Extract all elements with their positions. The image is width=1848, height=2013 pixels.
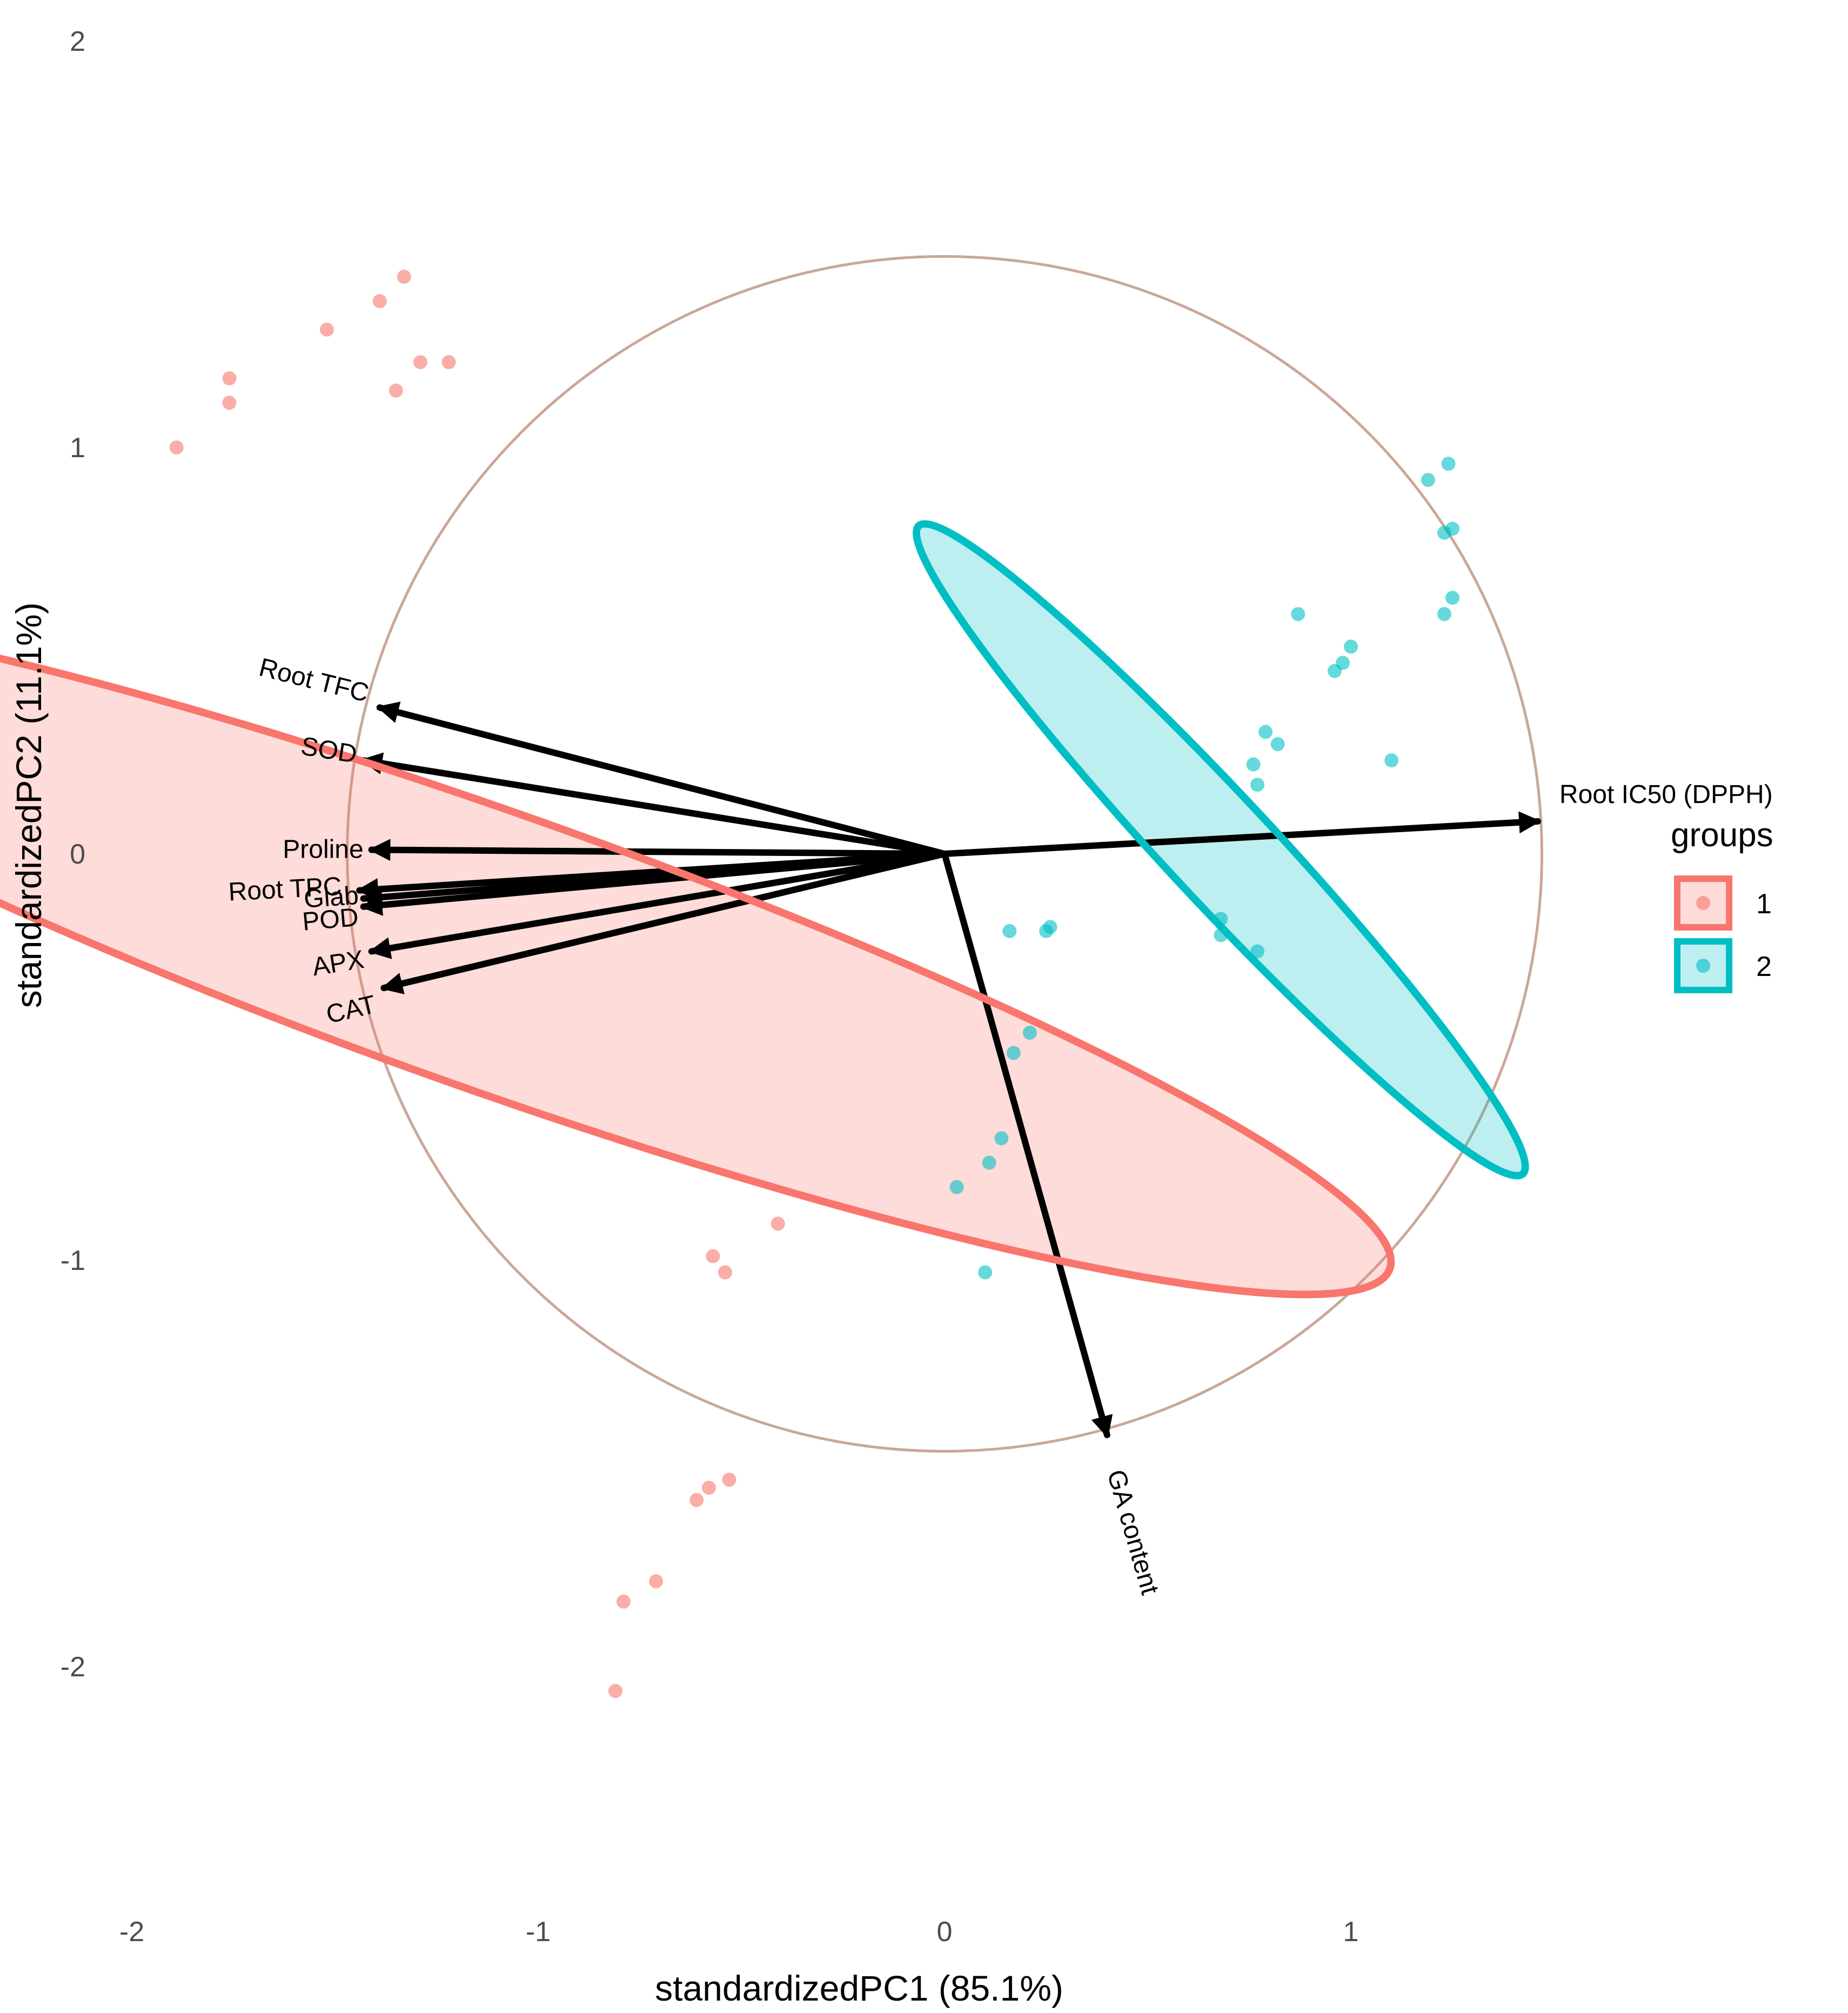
loading-arrow-sod <box>360 752 948 857</box>
legend-key-point-2 <box>1696 959 1710 973</box>
legend: groups 12 <box>1671 817 1773 993</box>
legend-label-2: 2 <box>1756 951 1772 982</box>
point-group-1 <box>706 1249 720 1263</box>
x-tick-label: -2 <box>119 1916 144 1948</box>
point-group-1 <box>397 270 411 284</box>
point-group-2 <box>1002 924 1017 938</box>
point-group-2 <box>1250 944 1265 959</box>
x-tick-label: -1 <box>526 1916 551 1948</box>
point-group-1 <box>608 1684 622 1698</box>
point-group-2 <box>1043 920 1057 934</box>
data-points <box>169 270 1459 1698</box>
point-group-2 <box>949 1180 964 1194</box>
ellipse-fill-group-1 <box>0 608 1391 1295</box>
variable-label-glab: Glab <box>303 881 360 914</box>
point-group-2 <box>1445 591 1459 605</box>
point-group-2 <box>1006 1046 1021 1060</box>
point-group-2 <box>1327 664 1342 678</box>
point-group-1 <box>689 1493 704 1507</box>
point-group-1 <box>616 1594 631 1609</box>
point-group-1 <box>389 383 403 398</box>
point-group-1 <box>319 322 334 337</box>
y-tick-label: -2 <box>61 1651 85 1683</box>
point-group-2 <box>1291 607 1305 621</box>
point-group-2 <box>1437 607 1451 621</box>
correlation-circle <box>346 255 1543 1453</box>
y-axis-ticks: -2 -1 0 1 2 <box>61 26 85 1683</box>
point-group-1 <box>722 1473 736 1487</box>
x-axis-title: standardizedPC1 (85.1%) <box>655 1968 1063 2008</box>
point-group-2 <box>994 1131 1009 1146</box>
point-group-1 <box>413 355 427 370</box>
point-group-2 <box>1022 1025 1037 1040</box>
loading-arrow-apx <box>368 851 948 959</box>
point-group-1 <box>771 1216 785 1231</box>
y-tick-label: 2 <box>70 26 85 57</box>
variable-label-pod: POD <box>301 903 359 937</box>
variable-label-ga-content: GA content <box>1101 1467 1164 1598</box>
point-group-2 <box>1437 525 1451 540</box>
y-tick-label: -1 <box>61 1245 85 1276</box>
variable-label-root-tfc: Root TFC <box>256 653 372 708</box>
variable-label-root-ic50-dpph: Root IC50 (DPPH) <box>1559 780 1773 809</box>
point-group-1 <box>441 355 456 370</box>
point-group-2 <box>1421 473 1435 487</box>
point-group-2 <box>1441 457 1456 471</box>
legend-item-1: 1 <box>1674 875 1772 931</box>
variable-label-proline: Proline <box>283 835 363 864</box>
x-tick-label: 1 <box>1343 1916 1359 1948</box>
x-tick-label: 0 <box>937 1916 953 1948</box>
ellipse-fill-group-2 <box>916 524 1525 1176</box>
legend-item-2: 2 <box>1674 938 1772 993</box>
point-group-2 <box>1246 757 1261 772</box>
loading-arrows <box>356 701 1542 1439</box>
loading-arrow-root-ic50-dpph <box>941 811 1542 857</box>
correlation-circle-layer <box>346 255 1543 1453</box>
legend-key-point-1 <box>1696 896 1710 910</box>
point-group-1 <box>222 371 237 386</box>
point-group-1 <box>372 294 387 309</box>
point-group-2 <box>1270 737 1285 751</box>
loading-arrow-cat <box>380 851 948 994</box>
ellipse-outlines <box>0 520 1529 1299</box>
point-group-2 <box>982 1155 996 1170</box>
point-group-1 <box>169 440 184 454</box>
ellipse-outline-group-1 <box>0 604 1395 1299</box>
point-group-2 <box>1250 778 1265 792</box>
point-group-1 <box>649 1574 664 1589</box>
legend-title: groups <box>1671 817 1773 854</box>
loading-arrow-proline <box>368 839 948 861</box>
point-group-2 <box>978 1265 993 1280</box>
loading-arrow-ga-content <box>941 851 1113 1439</box>
ellipse-outline-group-2 <box>912 520 1529 1180</box>
variable-label-root-tpc: Root TPC <box>227 872 342 907</box>
point-group-1 <box>718 1265 732 1280</box>
legend-items: 12 <box>1674 875 1772 993</box>
legend-label-1: 1 <box>1756 888 1772 920</box>
loading-arrow-pod <box>360 851 948 916</box>
y-tick-label: 0 <box>70 839 85 870</box>
point-group-2 <box>1344 639 1358 654</box>
y-tick-label: 1 <box>70 432 85 464</box>
point-group-1 <box>701 1481 716 1495</box>
point-group-1 <box>222 396 237 410</box>
point-group-2 <box>1258 725 1273 739</box>
point-group-2 <box>1384 753 1399 768</box>
loading-arrow-root-tfc <box>376 701 948 857</box>
ellipse-fills <box>0 524 1525 1295</box>
x-axis-ticks: -2 -1 0 1 <box>119 1916 1359 1948</box>
y-axis-title: standardizedPC2 (11.1%) <box>9 603 49 1008</box>
